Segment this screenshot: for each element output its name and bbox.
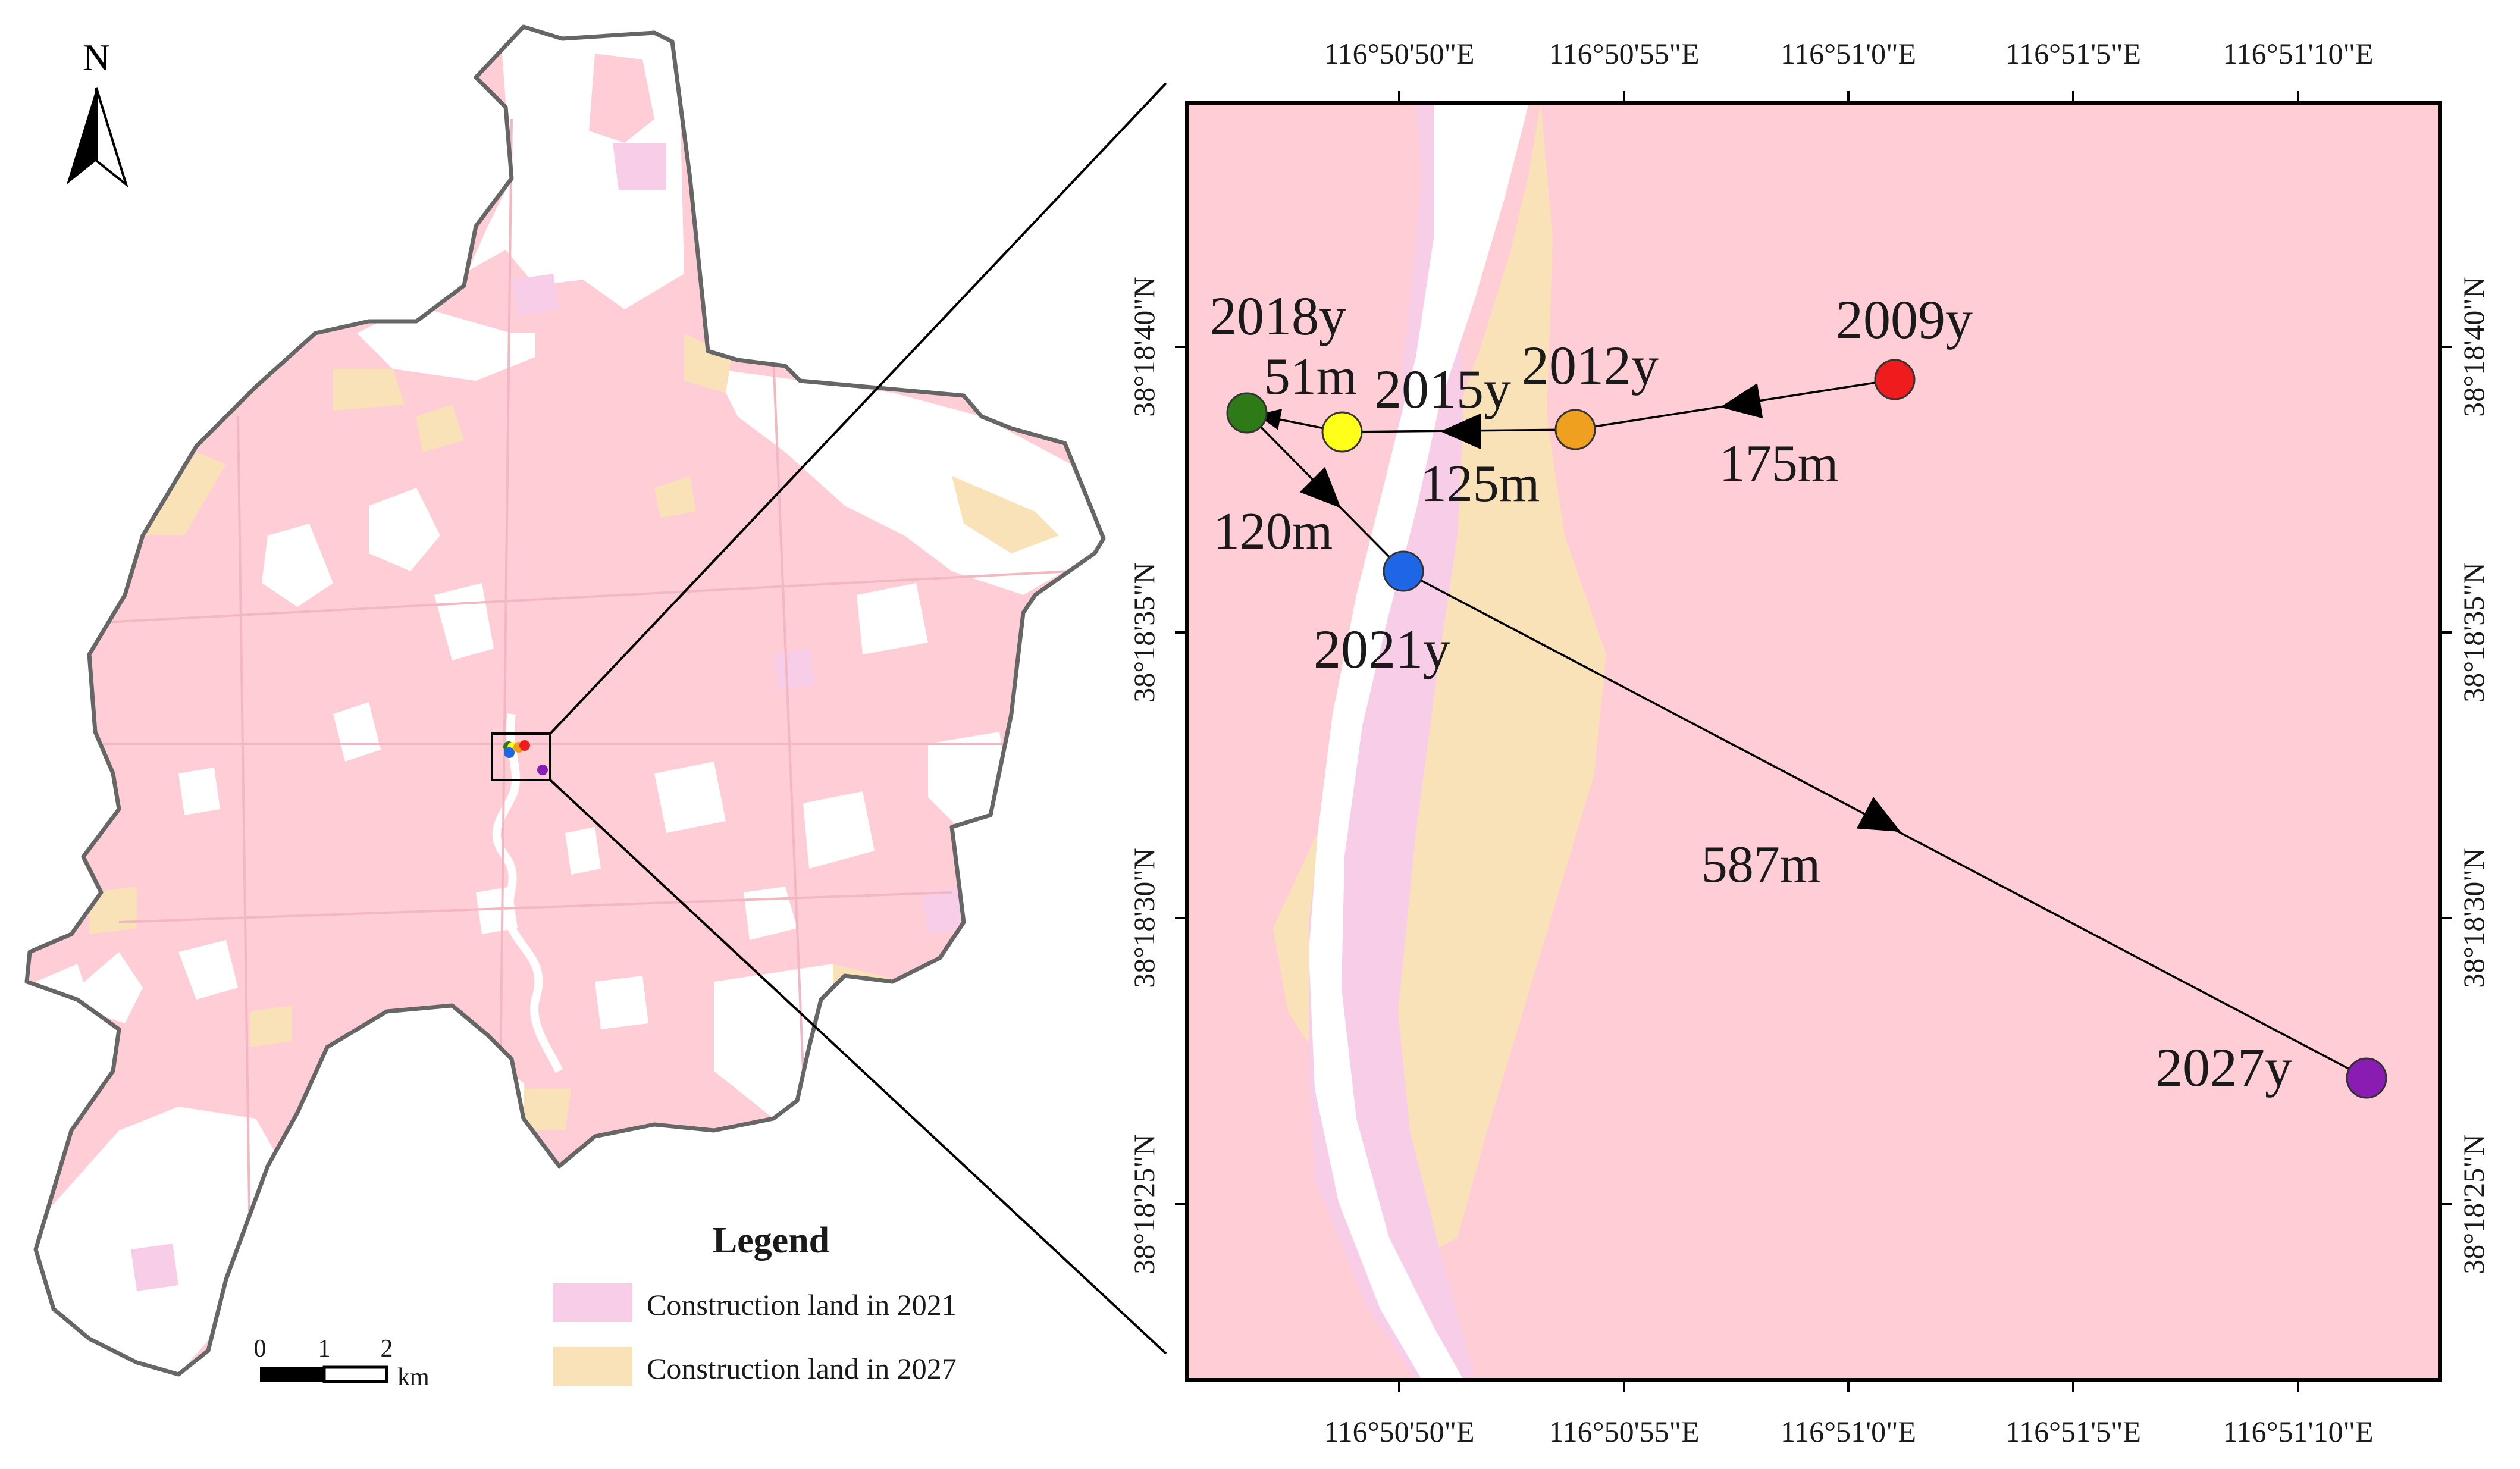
top-label-2: 116°51'0"E — [1781, 37, 1916, 70]
centroid-markers — [1226, 359, 2387, 1099]
mini-dot-2009 — [519, 740, 530, 751]
legend-swatch-2021 — [553, 1283, 632, 1322]
centroid-2012 — [1554, 409, 1596, 450]
legend: Legend Construction land in 2021 Constru… — [553, 1220, 957, 1386]
city-boundary — [24, 24, 1106, 1377]
right-label-2: 38°18'30"N — [2457, 848, 2490, 988]
distance-2015-2018: 51m — [1264, 348, 1357, 406]
detail-axes — [1175, 91, 2452, 1392]
legend-swatch-2027 — [553, 1347, 632, 1386]
mini-dot-2027 — [537, 765, 548, 775]
year-label-2012: 2012y — [1522, 335, 1659, 396]
river — [492, 713, 563, 1073]
axis-labels: 116°50'50"E 116°50'55"E 116°51'0"E 116°5… — [1127, 37, 2490, 1448]
detail-frame — [1185, 101, 2442, 1382]
north-arrow: N — [67, 36, 128, 188]
bottom-label-0: 116°50'50"E — [1324, 1415, 1474, 1448]
top-label-0: 116°50'50"E — [1324, 37, 1474, 70]
direction-arrows — [1256, 383, 1901, 832]
detail-map: 116°50'50"E 116°50'55"E 116°51'0"E 116°5… — [1127, 37, 2490, 1448]
scale-tick-0: 0 — [254, 1335, 267, 1362]
bottom-label-4: 116°51'10"E — [2223, 1415, 2373, 1448]
year-label-2018: 2018y — [1209, 286, 1346, 346]
north-arrow-right-half — [95, 87, 128, 188]
left-label-2: 38°18'30"N — [1127, 848, 1161, 988]
arrow-2012-2015 — [1440, 414, 1481, 449]
distance-2012-2015: 125m — [1421, 455, 1540, 513]
bottom-label-2: 116°51'0"E — [1781, 1415, 1916, 1448]
scale-segment-black — [260, 1367, 324, 1382]
connector-top — [549, 82, 1167, 735]
right-label-1: 38°18'35"N — [2457, 562, 2490, 703]
top-label-4: 116°51'10"E — [2223, 37, 2373, 70]
right-label-3: 38°18'25"N — [2457, 1134, 2490, 1274]
year-label-2027: 2027y — [2155, 1037, 2292, 1098]
centroid-2027 — [2346, 1057, 2387, 1099]
legend-title: Legend — [713, 1220, 829, 1261]
year-label-2009: 2009y — [1836, 289, 1973, 350]
scale-tick-2: 2 — [381, 1335, 393, 1362]
centroid-2021 — [1383, 550, 1424, 592]
legend-label-2027: Construction land in 2027 — [647, 1352, 957, 1385]
arrow-2021-2027 — [1856, 797, 1901, 832]
scale-unit: km — [397, 1364, 430, 1391]
year-label-2021: 2021y — [1314, 619, 1450, 679]
scale-bar: 0 1 2 km — [254, 1335, 430, 1391]
left-label-3: 38°18'25"N — [1127, 1134, 1161, 1274]
distance-labels: 175m 125m 51m 120m 587m — [1214, 348, 1838, 894]
distance-2021-2027: 587m — [1701, 836, 1820, 894]
bottom-label-1: 116°50'55"E — [1549, 1415, 1699, 1448]
scale-segment-white — [322, 1365, 388, 1383]
distance-2018-2021: 120m — [1214, 503, 1333, 560]
year-label-2015: 2015y — [1374, 359, 1511, 419]
detail-river — [1309, 103, 1529, 1380]
roads — [59, 118, 1071, 1250]
bottom-label-3: 116°51'5"E — [2005, 1415, 2141, 1448]
left-label-0: 38°18'40"N — [1127, 277, 1161, 417]
arrow-2009-2012 — [1720, 383, 1763, 419]
top-label-1: 116°50'55"E — [1549, 37, 1699, 70]
inset-box — [491, 732, 551, 781]
centroid-2015 — [1321, 411, 1363, 453]
north-label: N — [83, 36, 110, 79]
scale-tick-1: 1 — [318, 1335, 331, 1362]
centroid-2009 — [1874, 359, 1916, 400]
connector-bottom — [549, 779, 1167, 1355]
left-label-1: 38°18'35"N — [1127, 562, 1161, 703]
arrow-2018-2021 — [1299, 466, 1342, 509]
centroid-2018 — [1226, 392, 1268, 434]
legend-label-2021: Construction land in 2021 — [647, 1288, 957, 1321]
mini-dot-2021 — [504, 747, 515, 758]
overview-map: N Legend Construction land in 2021 Const… — [24, 24, 1167, 1391]
right-label-0: 38°18'40"N — [2457, 277, 2490, 417]
top-label-3: 116°51'5"E — [2005, 37, 2141, 70]
distance-2009-2012: 175m — [1719, 435, 1838, 493]
land-2021-patches — [131, 143, 970, 1291]
north-arrow-left-half — [67, 88, 96, 184]
year-labels: 2009y 2012y 2015y 2018y 2021y 2027y — [1209, 286, 2292, 1098]
overview-centroid-dots — [503, 740, 548, 775]
